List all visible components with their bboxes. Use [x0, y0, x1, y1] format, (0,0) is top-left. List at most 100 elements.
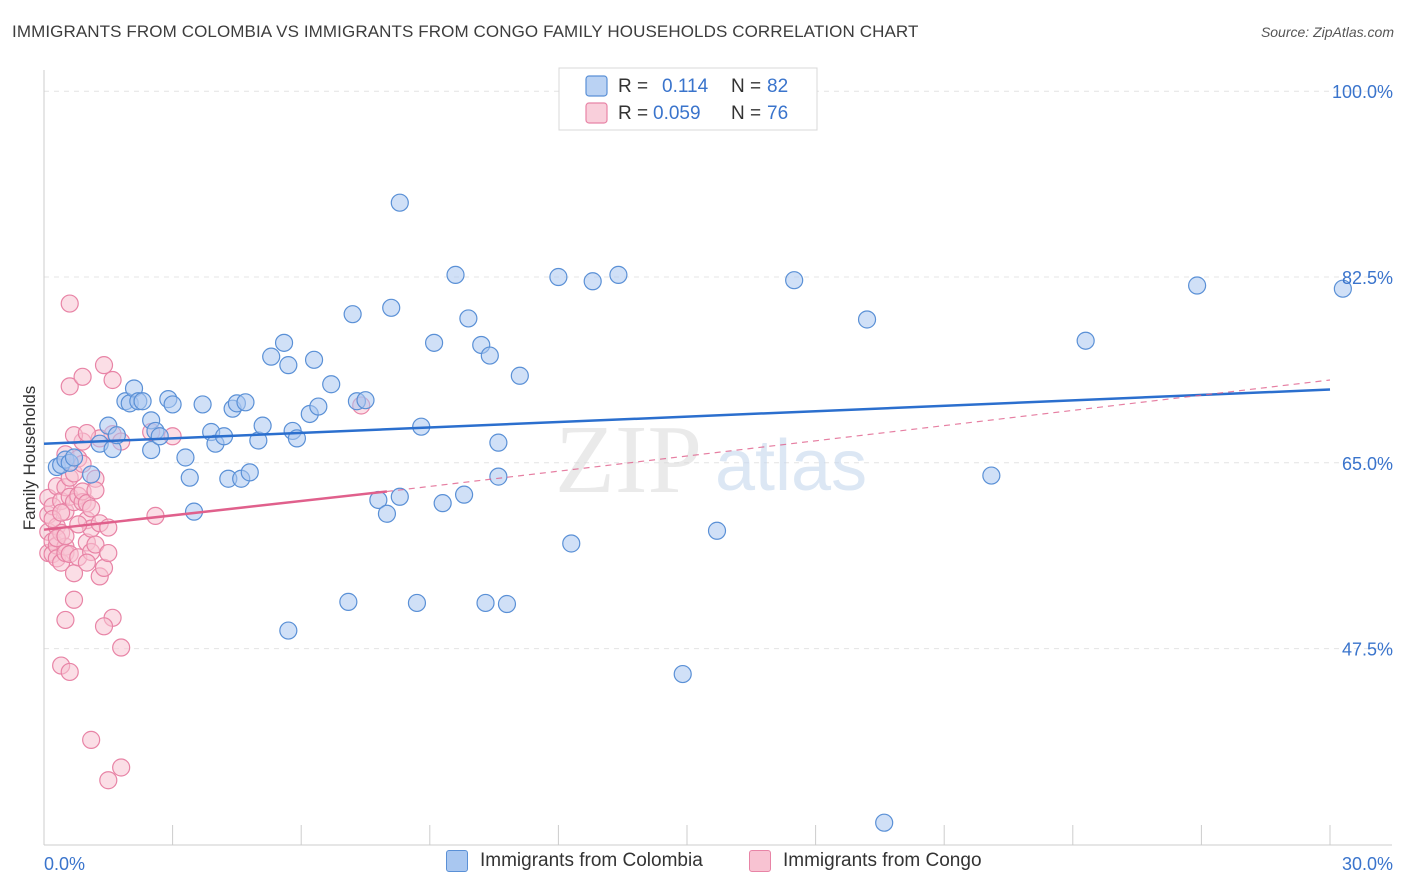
colombia-point — [390, 487, 409, 506]
legend-n-label: N = — [731, 76, 761, 97]
legend-r-value: 0.114 — [662, 76, 709, 97]
colombia-point — [253, 416, 272, 435]
colombia-point — [982, 466, 1001, 485]
source-credit: Source: ZipAtlas.com — [1260, 24, 1394, 40]
colombia-point — [240, 463, 259, 482]
colombia-point — [480, 346, 499, 365]
colombia-point — [446, 265, 465, 284]
colombia-point — [497, 594, 517, 614]
trend-line-congo-extended — [386, 379, 1331, 493]
colombia-point — [382, 298, 401, 317]
colombia-point — [459, 309, 478, 328]
congo-point — [82, 730, 101, 749]
congo-point — [52, 503, 71, 522]
colombia-point — [274, 333, 294, 352]
chart-title: IMMIGRANTS FROM COLOMBIA VS IMMIGRANTS F… — [12, 22, 919, 41]
congo-point — [99, 543, 118, 563]
legend-swatch-congo — [749, 850, 771, 872]
bottom-legend-label: Immigrants from Colombia — [480, 850, 703, 871]
x-tick-label-min: 0.0% — [44, 854, 85, 874]
congo-point — [94, 617, 114, 636]
colombia-point — [163, 395, 182, 414]
colombia-point — [583, 272, 602, 291]
watermark: ZIP atlas — [555, 406, 867, 514]
watermark-atlas: atlas — [715, 426, 867, 506]
legend-swatch-congo — [585, 102, 608, 124]
legend-r-label: R = — [618, 76, 648, 97]
colombia-point — [180, 468, 199, 487]
congo-point — [56, 526, 75, 546]
colombia-point — [150, 427, 169, 446]
colombia-point — [454, 485, 474, 504]
colombia-point — [673, 664, 692, 684]
colombia-point — [356, 391, 375, 410]
bottom-legend-item-congo[interactable]: Immigrants from Congo — [749, 850, 982, 872]
colombia-point — [857, 310, 877, 329]
legend-swatch-colombia — [585, 75, 608, 97]
y-axis-label: Family Households — [20, 386, 39, 531]
legend-n-value: 82 — [767, 76, 788, 97]
colombia-point — [176, 448, 195, 467]
colombia-point — [262, 347, 281, 366]
colombia-point — [476, 593, 495, 613]
congo-point — [60, 662, 79, 682]
congo-point — [103, 370, 122, 390]
bottom-legend-item-colombia[interactable]: Immigrants from Colombia — [446, 850, 703, 872]
colombia-point — [339, 592, 358, 611]
colombia-point — [82, 465, 101, 484]
colombia-point — [609, 265, 628, 284]
congo-point — [56, 610, 75, 630]
trend-line-congo — [43, 490, 388, 531]
congo-point — [99, 771, 118, 790]
colombia-point — [549, 267, 568, 287]
colombia-point — [279, 356, 298, 375]
colombia-point — [390, 193, 409, 212]
colombia-point — [407, 593, 427, 613]
bottom-legend: Immigrants from Colombia Immigrants from… — [0, 850, 1406, 880]
watermark-zip: ZIP — [555, 406, 702, 514]
colombia-point — [142, 440, 161, 460]
colombia-point — [785, 271, 804, 290]
colombia-point — [322, 375, 341, 394]
colombia-point — [510, 366, 529, 385]
gridlines — [44, 90, 1392, 650]
legend: R = 0.114 N = 82 R = 0.059 N = 76 — [558, 67, 818, 131]
colombia-point — [309, 397, 328, 416]
congo-point — [82, 499, 101, 518]
bottom-legend-label: Immigrants from Congo — [783, 850, 982, 871]
congo-point — [86, 481, 105, 500]
congo-point — [60, 377, 79, 396]
colombia-point — [489, 467, 508, 486]
y-tick-label: 100.0% — [1332, 82, 1393, 102]
congo-point — [112, 758, 131, 777]
congo-point — [60, 294, 79, 313]
colombia-point — [875, 813, 894, 832]
colombia-point — [377, 504, 397, 523]
legend-n-label: N = — [731, 103, 761, 124]
congo-point — [77, 553, 96, 572]
colombia-point — [279, 621, 298, 640]
congo-point — [73, 367, 92, 386]
legend-n-value: 76 — [767, 103, 788, 124]
colombia-point — [133, 392, 152, 411]
congo-point — [86, 535, 105, 554]
colombia-point — [343, 305, 362, 324]
colombia-point — [1333, 279, 1352, 298]
y-tick-label: 82.5% — [1342, 268, 1393, 288]
colombia-point — [304, 350, 324, 369]
colombia-point — [489, 433, 508, 452]
colombia-point — [193, 395, 212, 414]
x-tick-label-max: 30.0% — [1342, 854, 1393, 874]
colombia-point — [1076, 331, 1095, 350]
y-tick-label: 65.0% — [1342, 454, 1393, 474]
axes — [43, 70, 1392, 846]
legend-r-label: R = — [618, 103, 648, 124]
colombia-point — [707, 521, 727, 540]
colombia-point — [236, 393, 255, 412]
colombia-point — [562, 534, 581, 553]
colombia-point — [1188, 276, 1207, 295]
legend-r-value: 0.059 — [653, 103, 701, 124]
y-tick-labels: 47.5% 65.0% 82.5% 100.0% — [1332, 82, 1393, 659]
y-tick-label: 47.5% — [1342, 640, 1393, 660]
